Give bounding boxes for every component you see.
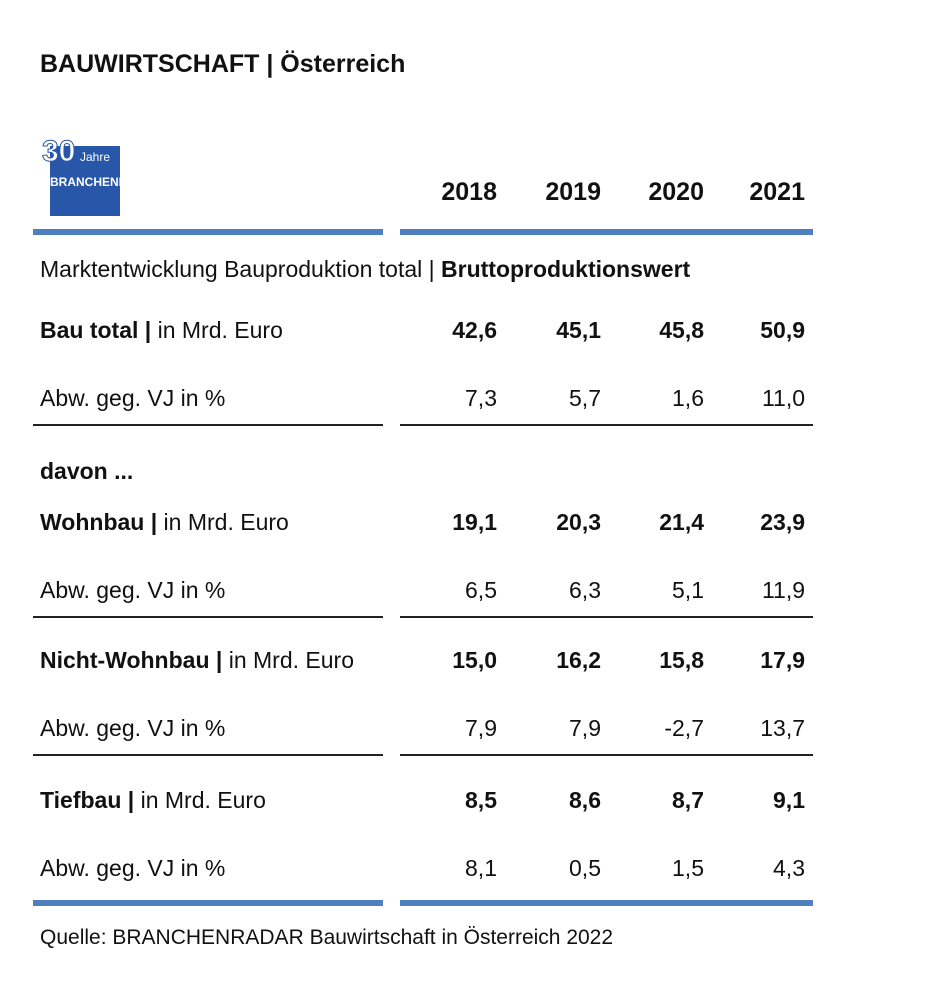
change-cell: -2,7 [664, 715, 704, 741]
column-header: 2018 [441, 178, 497, 206]
subtitle-bold: Bruttoproduktionswert [441, 256, 691, 282]
row-rule [33, 754, 383, 756]
change-cell: 4,3 [773, 855, 805, 881]
change-cell: 7,9 [465, 715, 497, 741]
row-unit: in Mrd. Euro [140, 787, 266, 813]
change-cell: 0,5 [569, 855, 601, 881]
title: BAUWIRTSCHAFT | Österreich [40, 50, 406, 78]
logo-number: 30 [41, 135, 76, 168]
value-cell: 9,1 [773, 787, 805, 813]
row-unit: in Mrd. Euro [163, 509, 289, 535]
row-rule [33, 424, 383, 426]
row-name: Wohnbau | [40, 509, 158, 535]
row-rule [400, 616, 813, 618]
change-cell: 7,9 [569, 715, 601, 741]
row-name: Nicht-Wohnbau | [40, 647, 223, 673]
row-name: Tiefbau | [40, 787, 135, 813]
row-label: Tiefbau | in Mrd. Euro [40, 786, 266, 814]
value-cell: 19,1 [452, 509, 497, 535]
value-cell: 15,8 [659, 647, 704, 673]
row-label: Bau total | in Mrd. Euro [40, 316, 283, 344]
change-cell: 5,1 [672, 577, 704, 603]
change-cell: 1,6 [672, 385, 704, 411]
value-cell: 45,8 [659, 317, 704, 343]
davon-label: davon ... [40, 458, 134, 484]
subtitle: Marktentwicklung Bauproduktion total | B… [40, 255, 690, 283]
value-cell: 8,7 [672, 787, 704, 813]
change-cell: 6,5 [465, 577, 497, 603]
value-cell: 45,1 [556, 317, 601, 343]
column-header: 2020 [648, 178, 704, 206]
change-cell: 8,1 [465, 855, 497, 881]
column-header: 2021 [749, 178, 805, 206]
change-cell: 6,3 [569, 577, 601, 603]
value-cell: 50,9 [760, 317, 805, 343]
value-cell: 21,4 [659, 509, 704, 535]
change-cell: 7,3 [465, 385, 497, 411]
change-cell: 11,9 [761, 577, 805, 603]
logo: 30 Jahre BRANCHENRADAR [41, 136, 162, 216]
value-cell: 15,0 [452, 647, 497, 673]
value-cell: 8,5 [465, 787, 497, 813]
row-rule [33, 616, 383, 618]
row-label: Wohnbau | in Mrd. Euro [40, 508, 289, 536]
row-label: Nicht-Wohnbau | in Mrd. Euro [40, 646, 354, 674]
change-cell: 5,7 [569, 385, 601, 411]
row-name: Bau total | [40, 317, 152, 343]
row-unit: in Mrd. Euro [157, 317, 283, 343]
change-cell: 13,7 [760, 715, 805, 741]
change-label: Abw. geg. VJ in % [40, 385, 226, 411]
footer-rule [33, 900, 383, 906]
change-cell: 11,0 [761, 385, 805, 411]
value-cell: 42,6 [452, 317, 497, 343]
logo-word: Jahre [80, 150, 111, 164]
value-cell: 17,9 [760, 647, 805, 673]
column-header: 2019 [545, 178, 601, 206]
value-cell: 16,2 [556, 647, 601, 673]
source: Quelle: BRANCHENRADAR Bauwirtschaft in Ö… [40, 926, 614, 949]
value-cell: 20,3 [556, 509, 601, 535]
change-cell: 1,5 [672, 855, 704, 881]
footer-rule [400, 900, 813, 906]
row-rule [400, 754, 813, 756]
change-label: Abw. geg. VJ in % [40, 855, 226, 881]
change-label: Abw. geg. VJ in % [40, 715, 226, 741]
header-rule [33, 229, 383, 235]
value-cell: 23,9 [760, 509, 805, 535]
change-label: Abw. geg. VJ in % [40, 577, 226, 603]
row-rule [400, 424, 813, 426]
subtitle-text: Marktentwicklung Bauproduktion total | [40, 256, 435, 282]
header-rule [400, 229, 813, 235]
row-unit: in Mrd. Euro [228, 647, 354, 673]
logo-brand: BRANCHENRADAR [50, 175, 162, 189]
value-cell: 8,6 [569, 787, 601, 813]
